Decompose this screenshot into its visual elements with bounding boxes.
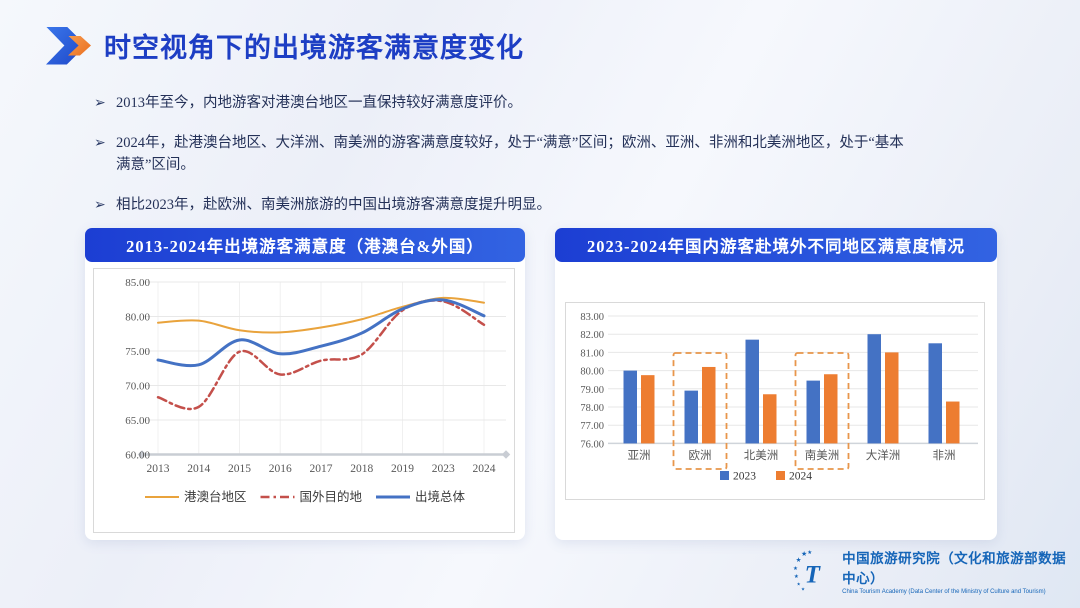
svg-text:2014: 2014: [187, 463, 210, 475]
svg-text:大洋洲: 大洋洲: [866, 448, 901, 462]
svg-text:78.00: 78.00: [580, 403, 604, 414]
orange-chevron-icon: [68, 35, 91, 56]
svg-text:2024: 2024: [473, 463, 496, 475]
bullet-text: 2024年，赴港澳台地区、大洋洲、南美洲的游客满意度较好，处于“满意”区间；欧洲…: [116, 134, 904, 174]
svg-text:★: ★: [797, 581, 801, 586]
bullet-text: 2013年至今，内地游客对港澳台地区一直保持较好满意度评价。: [116, 95, 522, 111]
svg-text:76.00: 76.00: [580, 439, 604, 450]
bullet-arrow-icon: ➢: [94, 96, 106, 111]
org-logo-icon: ★ ★ ★ ★ ★ ★ ★ T: [793, 550, 822, 592]
svg-text:2013: 2013: [147, 463, 170, 475]
svg-text:77.00: 77.00: [580, 421, 604, 432]
svg-text:出境总体: 出境总体: [415, 489, 466, 504]
svg-text:T: T: [805, 562, 822, 589]
svg-text:2024: 2024: [789, 471, 812, 483]
line-chart-card: 2013-2024年出境游客满意度（港澳台&外国） 60.00 65.00 70.0…: [85, 228, 525, 540]
bullet-item: ➢ 相比2023年，赴欧洲、南美洲旅游的中国出境游客满意度提升明显。: [94, 194, 918, 217]
svg-text:2019: 2019: [391, 463, 414, 475]
line-chart-title: 2013-2024年出境游客满意度（港澳台&外国）: [85, 228, 525, 262]
slide-header: 时空视角下的出境游客满意度变化: [46, 26, 524, 65]
svg-text:★: ★: [801, 550, 807, 558]
svg-text:85.00: 85.00: [125, 277, 150, 289]
svg-text:港澳台地区: 港澳台地区: [184, 489, 247, 504]
bullet-item: ➢ 2024年，赴港澳台地区、大洋洲、南美洲的游客满意度较好，处于“满意”区间；…: [94, 132, 918, 177]
bullet-list: ➢ 2013年至今，内地游客对港澳台地区一直保持较好满意度评价。 ➢ 2024年…: [94, 92, 918, 233]
svg-text:65.00: 65.00: [125, 415, 150, 427]
bullet-text: 相比2023年，赴欧洲、南美洲旅游的中国出境游客满意度提升明显。: [116, 196, 551, 213]
svg-text:60.00: 60.00: [125, 450, 150, 462]
svg-text:2016: 2016: [269, 463, 292, 475]
org-text: 中国旅游研究院（文化和旅游部数据中心） China Tourism Academ…: [842, 547, 1080, 595]
svg-text:2023: 2023: [432, 463, 455, 475]
svg-text:83.00: 83.00: [580, 312, 604, 323]
bar-chart-title: 2023-2024年国内游客赴境外不同地区满意度情况: [555, 228, 997, 262]
org-name-cn: 中国旅游研究院（文化和旅游部数据中心）: [842, 551, 1067, 586]
svg-text:★: ★: [793, 566, 798, 572]
svg-text:2023: 2023: [733, 471, 756, 483]
bar-chart-card: 2023-2024年国内游客赴境外不同地区满意度情况 76.00 77.00 78.…: [555, 228, 997, 540]
svg-text:70.00: 70.00: [125, 381, 150, 393]
svg-text:非洲: 非洲: [933, 449, 956, 462]
svg-text:79.00: 79.00: [580, 385, 604, 396]
svg-text:80.00: 80.00: [580, 367, 604, 378]
svg-text:★: ★: [796, 557, 802, 564]
svg-text:2015: 2015: [228, 463, 251, 475]
svg-text:欧洲: 欧洲: [689, 449, 712, 462]
svg-text:81.00: 81.00: [580, 348, 604, 359]
svg-text:80.00: 80.00: [125, 312, 150, 324]
svg-text:★: ★: [794, 574, 799, 580]
svg-text:2018: 2018: [350, 463, 373, 475]
bullet-arrow-icon: ➢: [94, 135, 106, 151]
svg-text:2017: 2017: [310, 463, 333, 475]
svg-text:75.00: 75.00: [125, 346, 150, 358]
svg-text:北美洲: 北美洲: [744, 448, 779, 462]
double-chevron-icon: [46, 26, 92, 65]
bullet-arrow-icon: ➢: [94, 197, 106, 213]
bar-chart: 76.00 77.00 78.00 79.00 80.00 81.00 82.00 83.00…: [565, 302, 985, 500]
page-title: 时空视角下的出境游客满意度变化: [104, 33, 524, 63]
svg-text:国外目的地: 国外目的地: [300, 489, 363, 504]
footer: ★ ★ ★ ★ ★ ★ ★ T 中国旅游研究院（文化和旅游部数据中心） Chin…: [793, 546, 1080, 596]
org-name-en: China Tourism Academy (Data Center of th…: [842, 589, 1046, 595]
line-chart: 60.00 65.00 70.00 75.00 80.00 85.00 2013 2014 20…: [93, 268, 515, 533]
svg-text:南美洲: 南美洲: [805, 448, 840, 462]
svg-text:82.00: 82.00: [580, 330, 604, 341]
svg-text:★: ★: [807, 550, 812, 556]
bullet-item: ➢ 2013年至今，内地游客对港澳台地区一直保持较好满意度评价。: [94, 92, 918, 115]
svg-text:★: ★: [801, 587, 805, 592]
svg-text:亚洲: 亚洲: [628, 449, 651, 462]
